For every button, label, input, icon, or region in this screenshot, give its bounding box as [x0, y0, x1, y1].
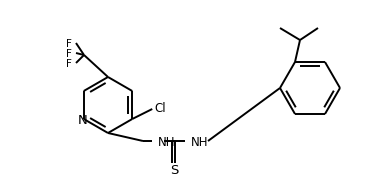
Text: N: N	[78, 113, 88, 127]
Text: NH: NH	[158, 136, 176, 148]
Text: Cl: Cl	[154, 102, 166, 114]
Text: NH: NH	[191, 136, 209, 148]
Text: F: F	[66, 59, 72, 69]
Text: F: F	[66, 49, 72, 59]
Text: S: S	[170, 165, 178, 177]
Text: F: F	[66, 39, 72, 49]
